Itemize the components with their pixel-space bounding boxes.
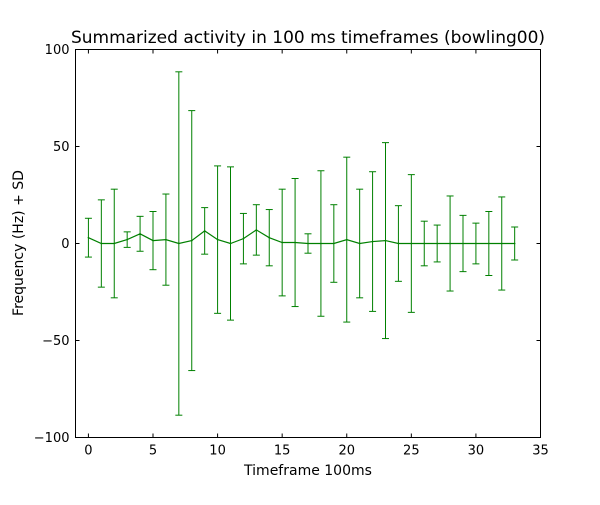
x-tick-label: 10 xyxy=(209,444,226,459)
x-tick-label: 20 xyxy=(338,444,355,459)
y-tick-label: −50 xyxy=(42,334,69,349)
data-point xyxy=(462,242,464,245)
data-point xyxy=(488,242,490,245)
data-point xyxy=(216,238,219,241)
data-point xyxy=(397,242,400,245)
y-axis-label: Frequency (Hz) + SD xyxy=(11,170,27,316)
data-point xyxy=(255,229,258,231)
y-tick-label: 0 xyxy=(61,237,69,252)
data-point xyxy=(165,238,167,241)
data-point xyxy=(513,242,516,245)
data-point xyxy=(294,241,296,244)
axes-frame xyxy=(75,49,541,438)
data-point xyxy=(410,242,413,245)
y-tick-label: 100 xyxy=(45,43,70,58)
data-point xyxy=(320,242,322,245)
data-point xyxy=(384,239,387,242)
data-point xyxy=(423,242,426,245)
data-point xyxy=(152,239,154,242)
data-point xyxy=(307,242,309,245)
data-point xyxy=(242,237,245,240)
y-tick-label: −100 xyxy=(34,431,70,446)
data-point xyxy=(358,242,361,245)
data-point xyxy=(268,236,271,239)
x-tick-label: 35 xyxy=(532,444,549,459)
data-point xyxy=(500,242,503,245)
data-point xyxy=(449,242,451,245)
data-point xyxy=(436,242,438,245)
chart-title: Summarized activity in 100 ms timeframes… xyxy=(71,28,545,48)
y-tick-label: 50 xyxy=(53,140,70,155)
data-point xyxy=(139,233,141,235)
x-axis-label: Timeframe 100ms xyxy=(243,463,372,479)
series-line xyxy=(88,229,515,245)
axis-ticks: 0 5 10 15 20 25 30 35 −100 −50 0 50 100 xyxy=(34,43,549,459)
data-point xyxy=(190,239,193,242)
data-point xyxy=(475,242,477,245)
x-tick-label: 15 xyxy=(274,444,291,459)
x-tick-label: 30 xyxy=(468,444,485,459)
x-tick-label: 0 xyxy=(84,444,92,459)
plot-area xyxy=(84,71,519,416)
data-point xyxy=(371,240,374,243)
data-point xyxy=(178,242,180,245)
data-point xyxy=(87,236,90,239)
data-point xyxy=(281,241,283,244)
data-point xyxy=(203,230,206,232)
data-point xyxy=(100,242,103,245)
data-point xyxy=(229,242,232,245)
data-point xyxy=(333,242,335,245)
x-tick-label: 5 xyxy=(149,444,157,459)
x-tick-label: 25 xyxy=(403,444,420,459)
data-point xyxy=(113,242,116,245)
data-point xyxy=(126,238,128,241)
data-point xyxy=(345,238,348,241)
